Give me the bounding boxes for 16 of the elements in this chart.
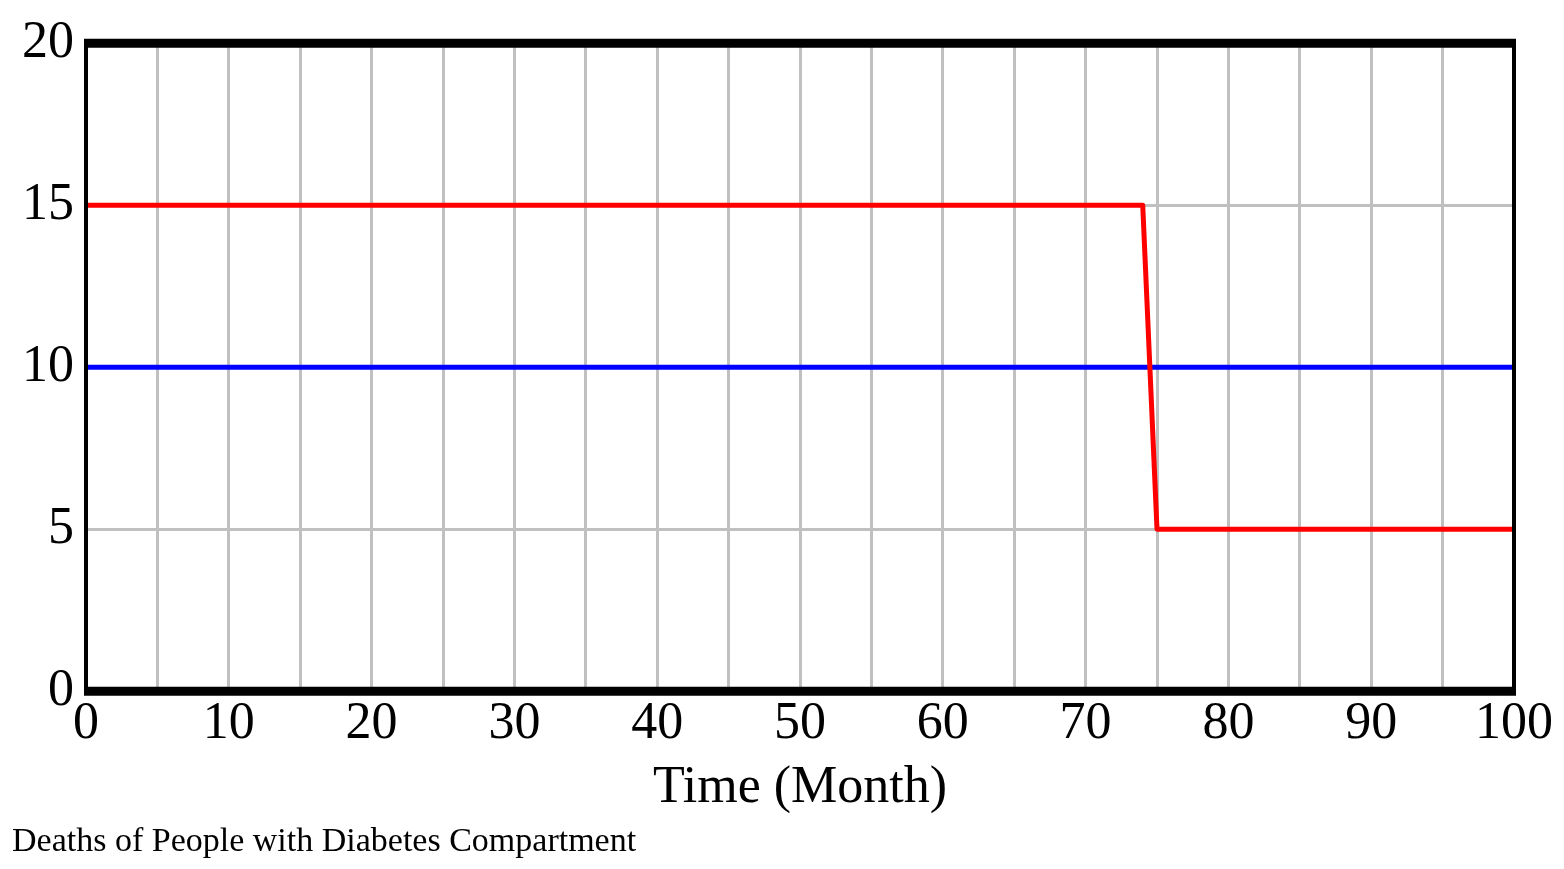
x-tick-label: 60 — [916, 692, 969, 750]
x-tick-label: 40 — [631, 692, 684, 750]
x-tick-label: 20 — [345, 692, 398, 750]
x-tick-label: 90 — [1345, 692, 1398, 750]
y-tick-label: 15 — [22, 172, 74, 230]
x-tick-label: 70 — [1059, 692, 1112, 750]
x-tick-label: 30 — [488, 692, 541, 750]
y-tick-label: 20 — [22, 10, 74, 68]
y-tick-label: 10 — [22, 334, 74, 392]
x-tick-label: 10 — [202, 692, 255, 750]
y-tick-label: 5 — [48, 496, 74, 554]
x-tick-label: 50 — [774, 692, 826, 750]
x-tick-label: 80 — [1202, 692, 1255, 750]
x-axis-title: Time (Month) — [652, 756, 948, 815]
text: Deaths of People with Diabetes Compartment — [12, 820, 638, 860]
x-tick-label: 100 — [1475, 692, 1553, 750]
